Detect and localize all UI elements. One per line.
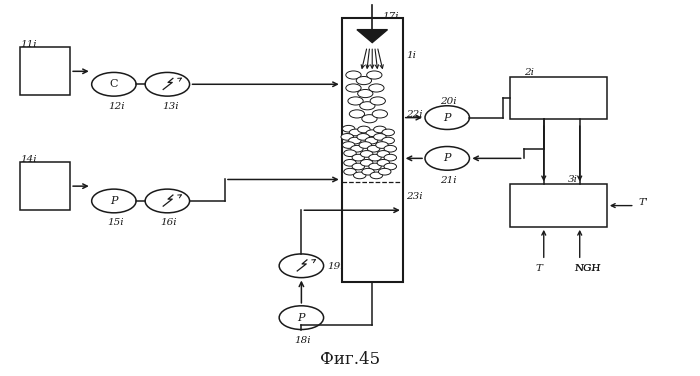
Text: 2i: 2i bbox=[524, 68, 533, 77]
Text: 22i: 22i bbox=[406, 110, 423, 119]
Text: 20i: 20i bbox=[440, 97, 457, 106]
Circle shape bbox=[344, 168, 356, 175]
Text: 14i: 14i bbox=[20, 155, 37, 164]
Circle shape bbox=[369, 84, 384, 92]
Circle shape bbox=[360, 159, 373, 166]
Text: 13i: 13i bbox=[162, 102, 178, 111]
Text: P: P bbox=[444, 113, 451, 123]
Circle shape bbox=[377, 150, 390, 157]
Circle shape bbox=[379, 168, 391, 175]
Circle shape bbox=[374, 133, 386, 140]
Circle shape bbox=[369, 163, 382, 170]
Circle shape bbox=[341, 133, 354, 140]
Text: 15i: 15i bbox=[107, 218, 124, 227]
Circle shape bbox=[356, 76, 372, 85]
Text: T: T bbox=[536, 264, 542, 273]
Circle shape bbox=[352, 154, 365, 161]
Text: 21i: 21i bbox=[440, 176, 457, 185]
Circle shape bbox=[425, 106, 470, 129]
Circle shape bbox=[360, 102, 375, 110]
Circle shape bbox=[145, 73, 190, 96]
Circle shape bbox=[382, 137, 394, 144]
Bar bbox=[342, 18, 402, 282]
Circle shape bbox=[370, 172, 383, 179]
Text: 16i: 16i bbox=[160, 218, 177, 227]
Circle shape bbox=[352, 163, 365, 170]
Circle shape bbox=[366, 130, 379, 136]
Circle shape bbox=[372, 110, 388, 118]
Circle shape bbox=[344, 150, 356, 156]
Text: 3i: 3i bbox=[568, 175, 578, 184]
Circle shape bbox=[374, 126, 386, 133]
Circle shape bbox=[362, 115, 377, 123]
Bar bbox=[20, 47, 70, 96]
Circle shape bbox=[359, 142, 372, 149]
Circle shape bbox=[92, 189, 136, 213]
Circle shape bbox=[346, 71, 361, 79]
Bar bbox=[20, 162, 70, 210]
Circle shape bbox=[377, 159, 390, 166]
Circle shape bbox=[369, 154, 382, 161]
Circle shape bbox=[365, 137, 378, 144]
Circle shape bbox=[362, 168, 375, 175]
Text: Фиг.45: Фиг.45 bbox=[320, 351, 380, 368]
Text: P: P bbox=[110, 196, 118, 206]
Circle shape bbox=[384, 146, 396, 152]
Text: NGH: NGH bbox=[574, 264, 601, 273]
Text: NGH: NGH bbox=[574, 264, 601, 273]
Text: 12i: 12i bbox=[108, 102, 125, 111]
Circle shape bbox=[92, 73, 136, 96]
Circle shape bbox=[376, 142, 389, 149]
Text: 23i: 23i bbox=[406, 192, 423, 201]
Circle shape bbox=[358, 89, 373, 98]
Polygon shape bbox=[357, 30, 388, 42]
Text: 17i: 17i bbox=[383, 12, 399, 21]
Circle shape bbox=[349, 129, 362, 136]
Circle shape bbox=[145, 189, 190, 213]
Bar bbox=[510, 77, 607, 120]
Circle shape bbox=[342, 125, 355, 132]
Circle shape bbox=[357, 133, 370, 140]
Text: 11i: 11i bbox=[20, 40, 37, 49]
Circle shape bbox=[349, 137, 361, 144]
Circle shape bbox=[370, 97, 386, 105]
Circle shape bbox=[354, 172, 366, 179]
Circle shape bbox=[382, 129, 394, 136]
Circle shape bbox=[342, 142, 355, 149]
Circle shape bbox=[351, 146, 363, 152]
Circle shape bbox=[360, 150, 373, 157]
Circle shape bbox=[279, 254, 323, 277]
Bar bbox=[510, 184, 607, 227]
Text: 1i: 1i bbox=[406, 51, 416, 60]
Circle shape bbox=[344, 159, 356, 166]
Circle shape bbox=[348, 97, 363, 105]
Circle shape bbox=[367, 71, 382, 79]
Text: 18i: 18i bbox=[295, 336, 311, 345]
Circle shape bbox=[358, 126, 370, 133]
Circle shape bbox=[346, 84, 361, 92]
Circle shape bbox=[349, 110, 365, 118]
Circle shape bbox=[279, 306, 323, 329]
Text: C: C bbox=[110, 79, 118, 89]
Circle shape bbox=[384, 163, 396, 170]
Circle shape bbox=[368, 146, 380, 152]
Text: T': T' bbox=[638, 198, 648, 207]
Text: 19i: 19i bbox=[327, 262, 344, 271]
Text: P: P bbox=[444, 153, 451, 163]
Circle shape bbox=[384, 154, 396, 161]
Text: P: P bbox=[298, 313, 305, 323]
Circle shape bbox=[425, 147, 470, 170]
